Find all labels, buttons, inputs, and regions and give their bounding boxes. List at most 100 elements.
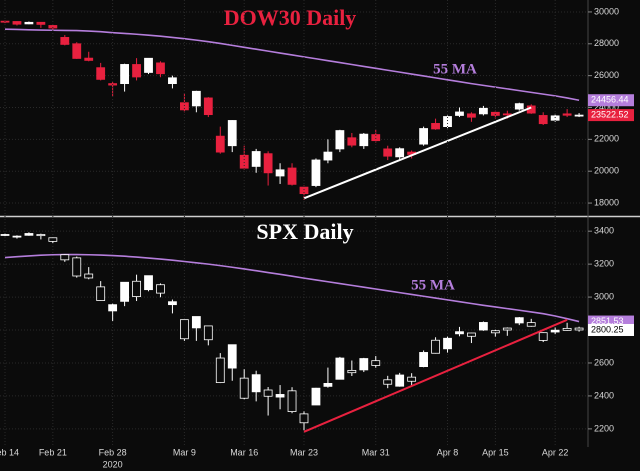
candle-body (24, 233, 34, 236)
year-label: 2020 (103, 459, 123, 469)
y-tick-label: 18000 (594, 197, 619, 207)
candle-body (60, 37, 70, 45)
y-tick-label: 28000 (594, 38, 619, 48)
candle-body (96, 67, 106, 80)
candle-body (455, 111, 464, 116)
candle-body (24, 21, 34, 25)
candle-body (502, 327, 512, 331)
x-tick-label: Mar 23 (290, 447, 318, 457)
candle-body (467, 113, 476, 118)
x-tick-label: Feb 21 (39, 447, 67, 457)
candle-body (215, 357, 225, 383)
y-tick-label: 24000 (594, 102, 619, 112)
y-tick-label: 2200 (594, 423, 614, 433)
candle-body (144, 57, 153, 73)
y-tick-label: 2400 (594, 390, 614, 400)
x-tick-label: Apr 22 (542, 447, 569, 457)
candle-body (419, 128, 429, 145)
candle-body (478, 322, 488, 331)
y-tick-label: 2600 (594, 357, 614, 367)
candle-body (72, 257, 82, 277)
candle-body (287, 167, 297, 185)
x-tick-label: Feb 14 (0, 447, 19, 457)
candle-body (203, 325, 213, 341)
candle-body (299, 186, 309, 195)
candle-body (574, 327, 584, 331)
candle-body (168, 77, 177, 85)
candle-body (36, 21, 46, 25)
candle-body (215, 135, 225, 153)
series-label: 55 MA (411, 277, 455, 293)
candle-body (359, 133, 369, 147)
y-tick-label: 3400 (594, 226, 614, 236)
trend-line (303, 106, 532, 200)
x-tick-label: Feb 28 (99, 447, 127, 457)
candle-body (383, 148, 393, 157)
candle-body (36, 234, 46, 237)
candle-body (120, 281, 129, 302)
candle-body (562, 327, 572, 331)
candle-body (371, 134, 381, 142)
candle-body (239, 154, 249, 169)
candle-body (12, 235, 22, 238)
price-label: 23522.52 (591, 109, 629, 119)
candle-body (275, 394, 285, 398)
candle-body (191, 316, 201, 329)
candle-body (371, 360, 381, 366)
candle-body (359, 358, 369, 371)
candle-body (227, 344, 237, 369)
candle-body (502, 113, 512, 116)
candle-body (263, 389, 273, 397)
candle-body (383, 379, 393, 385)
candle-body (478, 107, 488, 115)
candle-body (179, 319, 189, 340)
candle-body (144, 275, 153, 291)
candle-body (574, 114, 584, 117)
candle-body (168, 301, 177, 306)
candle-body (395, 148, 405, 158)
candle-body (455, 331, 464, 335)
candle-body (311, 387, 321, 406)
candle-body (108, 304, 118, 312)
price-label-box (588, 109, 634, 122)
candle-body (419, 352, 429, 368)
moving-average-line (4, 253, 580, 323)
y-tick-label: 3000 (594, 291, 614, 301)
candle-body (407, 376, 417, 382)
y-tick-label: 3200 (594, 259, 614, 269)
candle-body (251, 151, 261, 167)
candle-body (299, 413, 309, 424)
price-label: 2800.25 (591, 324, 624, 334)
x-tick-label: Apr 8 (437, 447, 459, 457)
candle-body (227, 120, 237, 147)
candle-body (60, 254, 70, 261)
chart-title: DOW30 Daily (224, 5, 357, 30)
candle-body (84, 57, 94, 61)
x-tick-label: Mar 16 (230, 447, 258, 457)
price-label-box (588, 94, 634, 107)
candle-body (323, 151, 333, 161)
candle-body (431, 339, 440, 354)
price-label: 24456.44 (591, 95, 629, 105)
candle-body (12, 21, 22, 25)
candle-body (287, 390, 297, 412)
candle-body (120, 64, 129, 85)
candle-body (347, 369, 357, 374)
candle-body (538, 115, 548, 125)
candle-body (467, 332, 476, 337)
candle-body (132, 280, 141, 297)
candle-body (311, 159, 321, 186)
price-label-box (588, 323, 634, 336)
candle-body (490, 111, 500, 116)
price-label: 2851.53 (591, 316, 624, 326)
candle-body (275, 169, 285, 177)
candle-body (490, 330, 500, 334)
candle-body (239, 377, 249, 399)
candle-body (72, 43, 82, 59)
candle-body (431, 123, 440, 130)
chart-title: SPX Daily (256, 219, 353, 244)
x-tick-label: Apr 15 (482, 447, 509, 457)
candle-body (526, 322, 536, 327)
candle-body (347, 137, 357, 146)
